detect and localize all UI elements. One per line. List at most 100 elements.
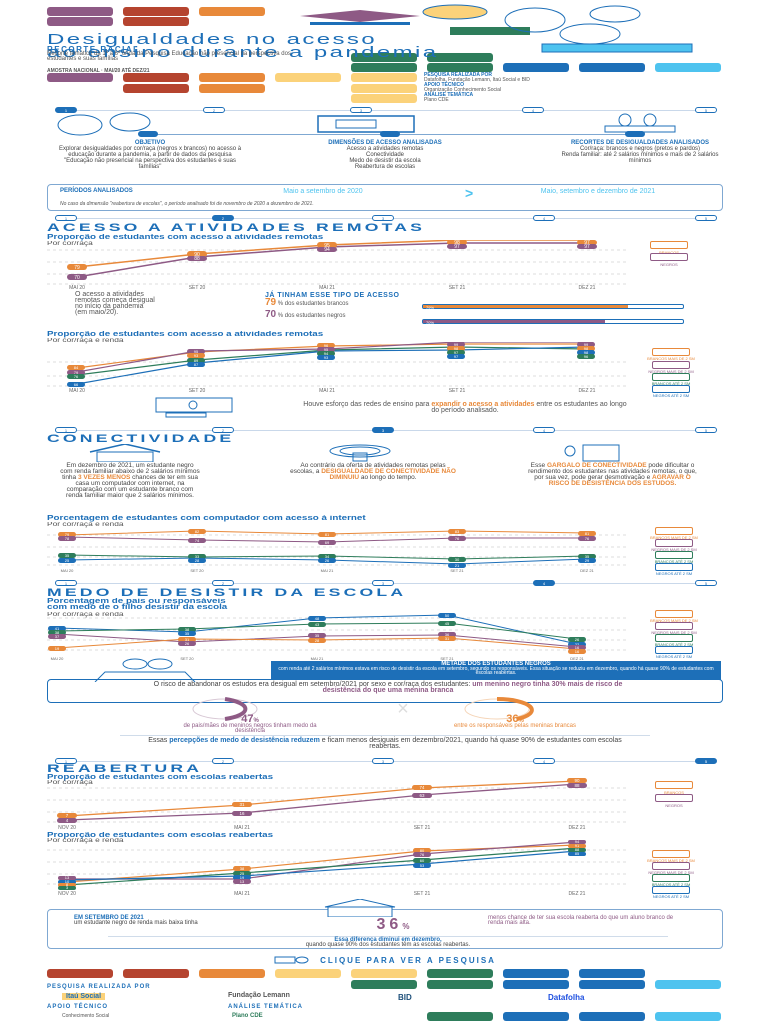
marker-3 (625, 131, 645, 137)
svg-text:19: 19 (240, 875, 245, 880)
logo-itau-social: Itaú Social (62, 993, 106, 1000)
step-1[interactable]: 1 (55, 107, 77, 113)
chart-computer-internet: 79 78 82 74 81 69 83 76 81 76 35 25 33 2… (47, 529, 627, 573)
svg-text:DEZ 21: DEZ 21 (579, 285, 596, 290)
sample-label: AMOSTRA NACIONAL · MAI/20 ATÉ DEZ/21 (47, 68, 150, 74)
step-4[interactable]: 4 (522, 107, 544, 113)
step-5[interactable]: 5 (695, 758, 717, 764)
svg-text:SET 20: SET 20 (180, 656, 194, 661)
step-1[interactable]: 1 (55, 215, 77, 221)
chart-title: Porcentagem de estudantes com computador… (47, 515, 366, 522)
step-3[interactable]: 3 (350, 107, 372, 113)
svg-text:98: 98 (454, 240, 460, 246)
step-1[interactable]: 1 (55, 427, 77, 433)
svg-text:78: 78 (65, 536, 70, 541)
svg-text:31: 31 (185, 637, 190, 642)
svg-text:35: 35 (585, 554, 590, 559)
footer-realized-by: PESQUISA REALIZADA POR (47, 984, 151, 990)
prior-white: 79 % dos estudantes brancos (265, 297, 349, 308)
svg-text:31: 31 (239, 802, 245, 807)
periods-label: PERÍODOS ANALISADOS (60, 188, 133, 194)
money-icon (604, 113, 676, 133)
svg-text:95: 95 (324, 243, 330, 249)
svg-text:16: 16 (239, 811, 245, 816)
svg-text:45: 45 (445, 621, 450, 626)
svg-text:79: 79 (74, 370, 79, 375)
svg-text:DEZ 21: DEZ 21 (569, 825, 586, 830)
svg-text:3: 3 (66, 885, 69, 890)
step-1[interactable]: 1 (55, 580, 77, 586)
chart-subtitle: Por cor/raça (47, 241, 93, 247)
step-2[interactable]: 2 (212, 427, 234, 433)
reopening-box-left: EM SETEMBRO DE 2021 um estudante negro d… (74, 915, 198, 926)
chart-remote-race: 79 70 90 88 95 94 98 97 97 97 MAI 20 SET … (47, 240, 627, 290)
svg-text:38: 38 (185, 627, 190, 632)
svg-text:MAI 21: MAI 21 (234, 891, 250, 896)
step-4[interactable]: 4 (533, 215, 555, 221)
parents-icon (94, 658, 196, 682)
svg-text:91: 91 (575, 843, 580, 848)
step-5[interactable]: 5 (695, 215, 717, 221)
svg-text:25: 25 (240, 871, 245, 876)
connectivity-col2: Ao contrário da oferta de atividades rem… (290, 462, 456, 481)
periods-box: PERÍODOS ANALISADOS Maio a setembro de 2… (47, 184, 723, 211)
step-3[interactable]: 3 (372, 580, 394, 586)
svg-text:DEZ 21: DEZ 21 (579, 388, 596, 394)
svg-text:38: 38 (240, 866, 245, 871)
step-5[interactable]: 5 (695, 580, 717, 586)
svg-text:50: 50 (445, 613, 450, 618)
section-title-connectivity: CONECTIVIDADE (47, 433, 235, 445)
svg-text:98: 98 (454, 346, 459, 351)
svg-text:97: 97 (584, 244, 590, 250)
step-3[interactable]: 3 (372, 427, 394, 433)
svg-text:89: 89 (194, 358, 199, 363)
svg-text:94: 94 (324, 247, 330, 253)
section-title-remote: ACESSO A ATIVIDADES REMOTAS (47, 222, 426, 234)
logo-conhecimento-social: Conhecimento Social (62, 1013, 110, 1019)
svg-text:96: 96 (584, 354, 589, 359)
chart-title: Proporção de estudantes com escolas reab… (47, 774, 274, 781)
svg-text:DEZ 21: DEZ 21 (569, 891, 586, 896)
step-4[interactable]: 4 (533, 758, 555, 764)
logo-datafolha: Datafolha (548, 993, 585, 1002)
chart-reopening-race: 7 4 31 16 74 63 90 88 NOV 20 MAI 21 SET 2… (47, 778, 627, 830)
step-1[interactable]: 1 (55, 758, 77, 764)
reopening-box-right: menos chance de ter sua escola reaberta … (488, 915, 674, 926)
svg-text:93: 93 (324, 355, 329, 360)
svg-text:35: 35 (185, 631, 190, 636)
svg-text:SET 21: SET 21 (414, 891, 431, 896)
step-3[interactable]: 3 (372, 758, 394, 764)
chart-subtitle: Por cor/raça (47, 780, 93, 786)
svg-text:97: 97 (454, 244, 460, 250)
step-2[interactable]: 2 (212, 215, 234, 221)
svg-text:84: 84 (74, 365, 79, 370)
step-4[interactable]: 4 (533, 427, 555, 433)
svg-text:60: 60 (420, 858, 425, 863)
view-research-button[interactable]: CLIQUE PARA VER A PESQUISA (125, 954, 645, 966)
svg-text:33: 33 (195, 554, 200, 559)
svg-text:81: 81 (325, 532, 330, 537)
step-5[interactable]: 5 (695, 427, 717, 433)
chart-title: Proporção de estudantes com escolas reab… (47, 832, 274, 839)
svg-text:SET 21: SET 21 (450, 568, 464, 573)
legend-white (650, 241, 688, 249)
step-2[interactable]: 2 (212, 758, 234, 764)
svg-text:25: 25 (65, 558, 70, 563)
chart-subtitle: Por cor/raça e renda (47, 612, 124, 618)
svg-text:53: 53 (420, 863, 425, 868)
svg-text:35: 35 (65, 553, 70, 558)
step-5[interactable]: 5 (695, 107, 717, 113)
step-2[interactable]: 2 (212, 580, 234, 586)
periods-from: Maio a setembro de 2020 (283, 188, 363, 195)
subtitle: RECORTE RACIAL (47, 45, 140, 54)
svg-text:66: 66 (74, 382, 79, 387)
risk-comparison-graphic: × (192, 697, 534, 721)
svg-text:13: 13 (240, 879, 245, 884)
dropout-callout: METADE DOS ESTUDANTES NEGROS com renda a… (271, 661, 721, 680)
step-2[interactable]: 2 (203, 107, 225, 113)
step-4[interactable]: 4 (533, 580, 555, 586)
step-3[interactable]: 3 (372, 215, 394, 221)
marker-2 (380, 131, 400, 137)
svg-text:SET 20: SET 20 (189, 285, 206, 290)
chart-title: Proporção de estudantes com acesso a ati… (47, 331, 324, 338)
